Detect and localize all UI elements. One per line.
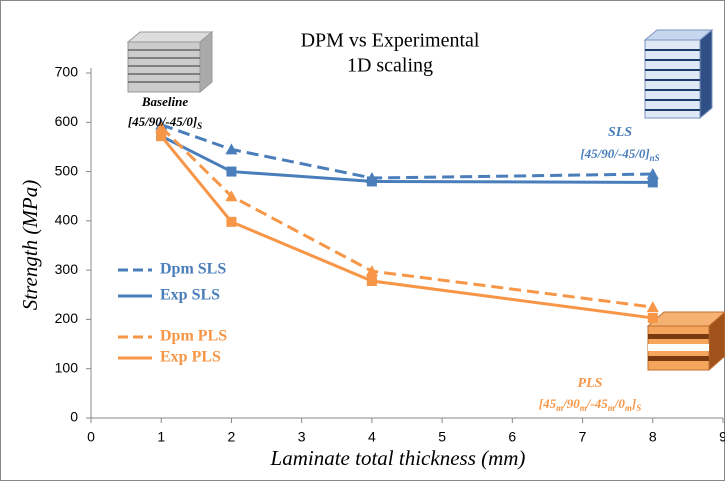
chart-subtitle: 1D scaling [347, 55, 433, 77]
x-tick-label: 5 [438, 429, 446, 445]
series-line [160, 123, 653, 180]
x-tick-label: 4 [368, 429, 376, 445]
baseline-laminate-icon [126, 30, 214, 94]
annotation: [45/90/-45/0]S [128, 114, 202, 131]
marker [647, 312, 658, 323]
y-tick-label: 200 [55, 310, 79, 326]
y-tick-label: 100 [55, 359, 79, 375]
annotation-subscript: m [608, 403, 615, 413]
x-tick-label: 3 [298, 429, 306, 445]
sls-laminate-icon [643, 28, 714, 120]
x-tick-label: 6 [508, 429, 516, 445]
annotation-subscript: m [580, 403, 587, 413]
series-line [160, 135, 653, 320]
legend-label: Exp PLS [160, 349, 221, 366]
marker [225, 143, 238, 155]
y-tick-label: 600 [55, 113, 79, 129]
annotation-text: /-45 [586, 396, 608, 411]
chart-title: DPM vs Experimental [301, 30, 480, 52]
annotation-text: PLS [578, 376, 603, 391]
marker [365, 265, 378, 277]
legend-label: Dpm SLS [160, 261, 226, 278]
y-axis-label: Strength (MPa) [18, 180, 42, 310]
y-tick-label: 300 [55, 261, 79, 277]
marker [366, 176, 377, 187]
marker [646, 168, 659, 180]
marker [226, 166, 237, 177]
x-tick-label: 7 [579, 429, 587, 445]
annotation-subscript: S [197, 121, 202, 131]
marker [647, 177, 658, 188]
annotation-subscript: S [636, 403, 641, 413]
x-axis-label: Laminate total thickness (mm) [270, 446, 526, 470]
annotation-text: Baseline [141, 94, 188, 109]
annotation: [45/90/-45/0]nS [580, 146, 659, 163]
marker [155, 121, 168, 133]
annotation-subscript: m [556, 403, 563, 413]
marker [646, 301, 659, 313]
annotation-text: [45/90/-45/0] [580, 146, 649, 161]
annotation: [45m/90m/-45m/0m]S [539, 396, 641, 413]
pls-laminate-icon [646, 311, 725, 372]
y-tick-label: 700 [55, 64, 79, 80]
marker [156, 131, 167, 142]
x-tick-label: 8 [649, 429, 657, 445]
y-tick-label: 500 [55, 162, 79, 178]
x-tick-label: 1 [157, 429, 165, 445]
annotation-text: [45 [539, 396, 557, 411]
annotation-subscript: nS [650, 153, 660, 163]
annotation-text: ] [631, 396, 636, 411]
annotation-text: /0 [614, 396, 626, 411]
marker [225, 190, 238, 202]
y-tick-label: 0 [70, 409, 78, 425]
legend-label: Exp SLS [160, 287, 220, 304]
marker [226, 216, 237, 227]
annotation-subscript: m [625, 403, 632, 413]
annotation: SLS [608, 125, 632, 140]
annotation: Baseline [141, 94, 188, 109]
annotation-text: SLS [608, 125, 632, 140]
x-tick-label: 2 [228, 429, 236, 445]
series-line [160, 134, 653, 184]
marker [366, 275, 377, 286]
y-tick-label: 400 [55, 212, 79, 228]
x-tick-label: 0 [87, 429, 95, 445]
legend-label: Dpm PLS [160, 328, 227, 345]
annotation-text: [45/90/-45/0] [128, 114, 197, 129]
annotation-text: /90 [562, 396, 580, 411]
x-tick-label: 9 [719, 429, 725, 445]
annotation: PLS [578, 376, 603, 391]
series-line [160, 126, 653, 309]
